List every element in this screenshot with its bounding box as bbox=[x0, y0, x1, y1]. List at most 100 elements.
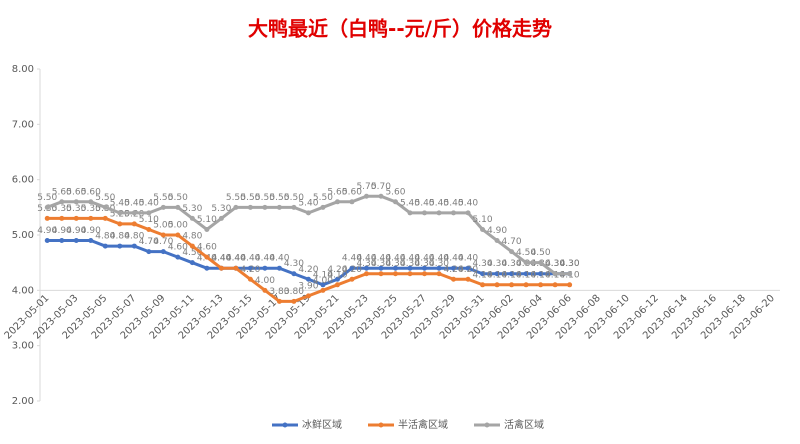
data-point bbox=[494, 271, 500, 277]
data-point bbox=[189, 260, 195, 266]
data-point bbox=[88, 215, 94, 221]
data-point bbox=[392, 271, 398, 277]
data-point bbox=[320, 204, 326, 210]
data-label: 4.00 bbox=[313, 276, 333, 286]
data-label: 5.30 bbox=[66, 204, 86, 214]
data-point bbox=[146, 210, 152, 216]
data-point bbox=[204, 254, 210, 260]
data-label: 4.40 bbox=[444, 254, 464, 264]
data-label: 4.30 bbox=[385, 259, 405, 269]
data-point bbox=[44, 204, 50, 210]
data-point bbox=[73, 215, 79, 221]
data-label: 3.80 bbox=[284, 287, 304, 297]
data-point bbox=[102, 204, 108, 210]
data-point bbox=[436, 271, 442, 277]
data-label: 5.40 bbox=[124, 198, 144, 208]
data-label: 5.60 bbox=[81, 187, 101, 197]
data-point bbox=[349, 276, 355, 282]
data-label: 4.40 bbox=[342, 254, 362, 264]
data-label: 5.30 bbox=[52, 204, 72, 214]
data-point bbox=[451, 265, 457, 271]
legend-label: 活禽区域 bbox=[504, 418, 544, 431]
data-point bbox=[523, 271, 529, 277]
data-point bbox=[276, 204, 282, 210]
data-point bbox=[218, 265, 224, 271]
data-label: 5.30 bbox=[211, 204, 231, 214]
data-point bbox=[262, 287, 268, 293]
data-point bbox=[88, 238, 94, 244]
data-label: 5.30 bbox=[182, 204, 202, 214]
data-label: 4.10 bbox=[516, 270, 536, 280]
data-point bbox=[378, 271, 384, 277]
data-label: 3.90 bbox=[298, 281, 318, 291]
data-label: 4.20 bbox=[327, 265, 347, 275]
data-point bbox=[436, 210, 442, 216]
data-label: 5.70 bbox=[356, 182, 376, 192]
data-point bbox=[131, 243, 137, 249]
data-point bbox=[378, 265, 384, 271]
data-point bbox=[523, 282, 529, 288]
data-point bbox=[538, 271, 544, 277]
data-label: 5.60 bbox=[385, 187, 405, 197]
data-label: 4.30 bbox=[502, 259, 522, 269]
data-label: 5.40 bbox=[298, 198, 318, 208]
data-label: 4.50 bbox=[516, 248, 536, 258]
data-point bbox=[175, 232, 181, 238]
data-label: 5.40 bbox=[458, 198, 478, 208]
data-label: 4.80 bbox=[95, 232, 115, 242]
data-point bbox=[160, 232, 166, 238]
legend-label: 半活禽区域 bbox=[398, 418, 448, 431]
chart-title: 大鸭最近（白鸭--元/斤）价格走势 bbox=[248, 17, 552, 41]
data-point bbox=[509, 282, 515, 288]
data-label: 4.90 bbox=[66, 226, 86, 236]
data-point bbox=[552, 282, 558, 288]
data-label: 4.40 bbox=[211, 254, 231, 264]
data-label: 4.10 bbox=[473, 270, 493, 280]
data-label: 4.10 bbox=[531, 270, 551, 280]
data-point bbox=[175, 204, 181, 210]
data-label: 4.70 bbox=[502, 237, 522, 247]
data-label: 5.40 bbox=[400, 198, 420, 208]
data-point bbox=[262, 265, 268, 271]
data-label: 5.10 bbox=[139, 215, 159, 225]
data-point bbox=[465, 210, 471, 216]
data-point bbox=[276, 265, 282, 271]
data-label: 4.30 bbox=[545, 259, 565, 269]
data-point bbox=[407, 265, 413, 271]
data-label: 4.40 bbox=[371, 254, 391, 264]
y-tick-label: 3.00 bbox=[12, 341, 34, 352]
data-label: 4.00 bbox=[255, 276, 275, 286]
data-point bbox=[218, 215, 224, 221]
legend-marker bbox=[484, 422, 490, 428]
data-label: 5.50 bbox=[226, 193, 246, 203]
data-label: 5.00 bbox=[168, 221, 188, 231]
data-point bbox=[305, 210, 311, 216]
data-point bbox=[291, 204, 297, 210]
data-point bbox=[175, 254, 181, 260]
data-point bbox=[131, 210, 137, 216]
data-label: 4.80 bbox=[124, 232, 144, 242]
y-tick-label: 5.00 bbox=[12, 230, 34, 241]
data-label: 5.50 bbox=[269, 193, 289, 203]
data-label: 4.40 bbox=[356, 254, 376, 264]
data-label: 4.10 bbox=[313, 270, 333, 280]
data-point bbox=[117, 243, 123, 249]
data-label: 4.30 bbox=[545, 259, 565, 269]
data-point bbox=[451, 210, 457, 216]
data-label: 4.10 bbox=[487, 270, 507, 280]
data-point bbox=[363, 265, 369, 271]
data-label: 4.40 bbox=[269, 254, 289, 264]
data-label: 5.50 bbox=[313, 193, 333, 203]
data-label: 5.10 bbox=[473, 215, 493, 225]
data-label: 4.30 bbox=[356, 259, 376, 269]
data-label: 5.60 bbox=[66, 187, 86, 197]
data-point bbox=[131, 221, 137, 227]
legend-marker bbox=[282, 422, 288, 428]
data-point bbox=[117, 210, 123, 216]
data-label: 5.60 bbox=[52, 187, 72, 197]
data-label: 5.10 bbox=[197, 215, 217, 225]
data-label: 5.50 bbox=[95, 193, 115, 203]
data-point bbox=[538, 260, 544, 266]
data-point bbox=[276, 298, 282, 304]
data-point bbox=[363, 193, 369, 199]
